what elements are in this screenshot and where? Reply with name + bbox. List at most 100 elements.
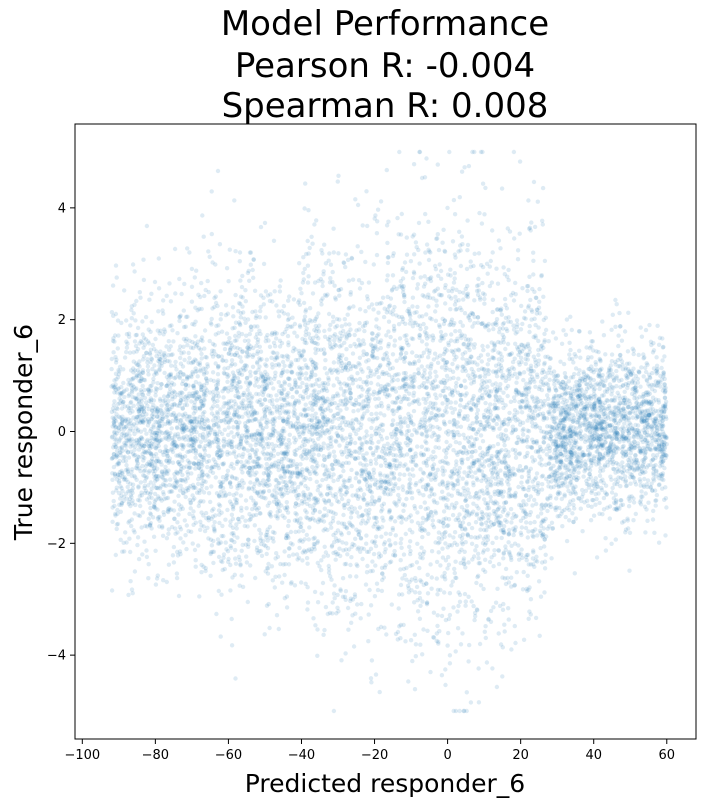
data-point-2514 — [223, 517, 228, 522]
data-point-2321 — [219, 354, 224, 359]
data-point-2667 — [203, 386, 208, 391]
data-point-2763 — [240, 349, 245, 355]
data-point-2705 — [209, 351, 214, 357]
data-point-3835 — [319, 591, 324, 596]
data-point-1110 — [115, 318, 121, 323]
data-point-3263 — [304, 510, 309, 515]
data-point-999 — [115, 346, 121, 351]
data-point-1017 — [131, 350, 136, 355]
data-point-4447 — [369, 477, 374, 482]
data-point-4616 — [435, 162, 440, 167]
data-point-3589 — [386, 341, 391, 347]
data-point-4595 — [418, 504, 423, 510]
data-point-3498 — [304, 456, 309, 461]
data-point-3073 — [330, 314, 336, 319]
data-point-3829 — [305, 263, 311, 268]
data-point-3992 — [383, 547, 388, 552]
data-point-1000 — [121, 458, 126, 464]
data-point-61 — [123, 530, 128, 535]
data-point-2 — [132, 439, 137, 444]
data-point-2556 — [240, 304, 245, 309]
data-point-2392 — [285, 464, 291, 470]
data-point-763 — [155, 507, 160, 512]
data-point-1718 — [287, 382, 292, 388]
data-point-4295 — [336, 251, 341, 256]
data-point-1263 — [188, 419, 194, 424]
data-point-3055 — [379, 437, 385, 442]
data-point-159 — [189, 428, 194, 433]
data-point-1106 — [178, 527, 184, 532]
data-point-585 — [171, 560, 177, 565]
data-point-457 — [162, 359, 167, 365]
data-point-782 — [167, 359, 172, 364]
data-point-4354 — [311, 389, 316, 394]
data-point-2125 — [272, 289, 277, 294]
data-point-3403 — [363, 309, 368, 314]
data-point-526 — [113, 355, 118, 360]
data-point-2671 — [231, 373, 237, 378]
data-point-2008 — [269, 362, 275, 367]
data-point-113 — [137, 400, 142, 405]
data-point-1207 — [128, 418, 133, 423]
data-point-4774 — [446, 492, 451, 497]
data-point-3455 — [328, 276, 333, 281]
data-point-1647 — [287, 294, 292, 299]
data-point-1163 — [179, 454, 184, 460]
data-point-2802 — [208, 550, 214, 555]
data-point-4012 — [401, 371, 407, 376]
data-point-602 — [157, 411, 162, 416]
data-point-4502 — [307, 245, 312, 251]
data-point-1760 — [252, 523, 257, 528]
data-point-4971 — [459, 505, 464, 510]
data-point-4170 — [392, 304, 397, 310]
data-point-2061 — [270, 578, 275, 583]
data-point-3875 — [300, 456, 305, 461]
data-point-53 — [163, 464, 168, 470]
data-point-864 — [110, 490, 116, 495]
data-point-575 — [149, 426, 154, 432]
data-point-2715 — [235, 426, 240, 431]
data-point-1033 — [117, 450, 122, 455]
data-point-850 — [161, 298, 166, 303]
data-point-4948 — [410, 530, 415, 535]
data-point-1759 — [209, 189, 214, 194]
data-point-4231 — [393, 481, 398, 487]
data-point-981 — [168, 299, 174, 304]
data-point-4937 — [468, 259, 473, 264]
data-point-3031 — [316, 452, 321, 458]
data-point-4666 — [418, 275, 423, 280]
data-point-518 — [150, 405, 155, 410]
data-point-582 — [180, 455, 185, 460]
data-point-4144 — [328, 262, 334, 267]
data-point-3959 — [305, 585, 310, 590]
data-point-823 — [115, 406, 120, 412]
data-point-3731 — [344, 336, 349, 341]
data-point-693 — [189, 431, 194, 436]
data-point-83 — [180, 446, 185, 451]
data-point-375 — [192, 403, 197, 408]
data-point-2628 — [209, 466, 214, 471]
data-point-1204 — [154, 485, 159, 490]
data-point-3870 — [384, 167, 389, 173]
data-point-1277 — [140, 463, 145, 469]
data-point-3338 — [354, 574, 359, 579]
data-point-2212 — [288, 479, 293, 484]
data-point-273 — [145, 423, 151, 428]
data-point-2731 — [283, 469, 288, 474]
data-point-831 — [186, 427, 191, 433]
data-point-387 — [113, 415, 118, 420]
data-point-207 — [120, 418, 125, 423]
data-point-2398 — [279, 441, 285, 447]
data-point-3516 — [374, 369, 380, 375]
data-point-1054 — [178, 483, 183, 488]
data-point-4475 — [314, 397, 319, 402]
data-point-3279 — [316, 336, 321, 341]
data-point-2732 — [258, 531, 263, 536]
data-point-2736 — [282, 549, 287, 554]
data-point-201 — [164, 448, 170, 453]
data-point-674 — [141, 377, 147, 382]
data-point-4830 — [410, 304, 415, 309]
data-point-4126 — [389, 434, 395, 440]
data-point-23 — [118, 398, 124, 403]
data-point-3723 — [369, 658, 375, 663]
